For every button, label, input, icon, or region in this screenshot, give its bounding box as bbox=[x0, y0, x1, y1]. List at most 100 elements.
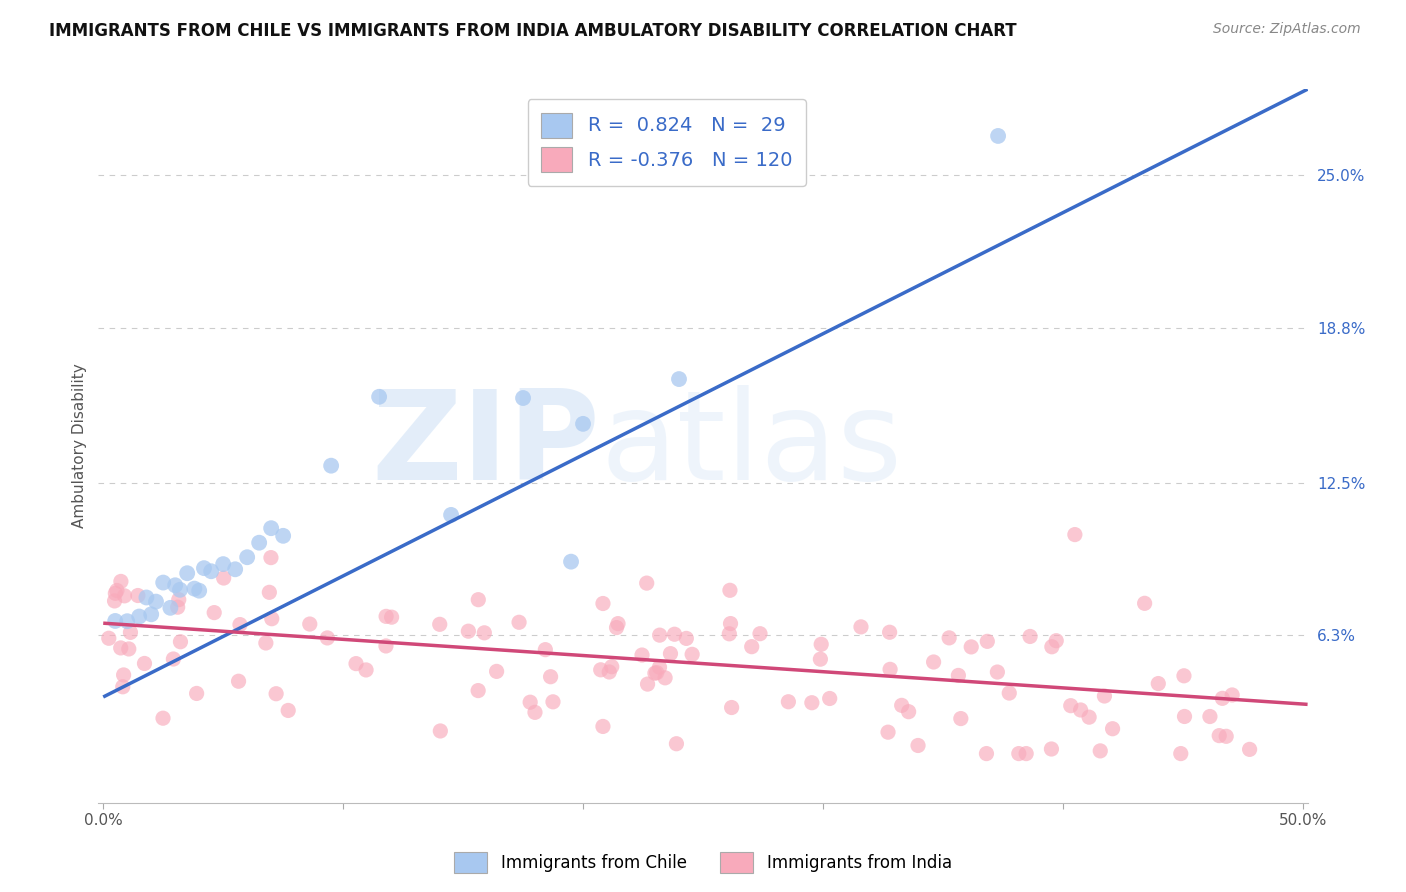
Point bbox=[167, 592, 190, 607]
Point bbox=[741, 640, 763, 654]
Point bbox=[1094, 689, 1116, 703]
Point bbox=[808, 652, 831, 666]
Point bbox=[298, 617, 321, 632]
Point bbox=[111, 680, 134, 694]
Point bbox=[976, 747, 998, 761]
Point bbox=[675, 632, 697, 646]
Point bbox=[429, 617, 451, 632]
Point bbox=[1040, 742, 1063, 756]
Point bbox=[381, 610, 404, 624]
Point bbox=[645, 665, 668, 680]
Legend: Immigrants from Chile, Immigrants from India: Immigrants from Chile, Immigrants from I… bbox=[447, 846, 959, 880]
Point bbox=[1215, 729, 1237, 743]
Point bbox=[589, 663, 612, 677]
Point bbox=[467, 592, 489, 607]
Point bbox=[110, 640, 132, 655]
Point bbox=[105, 583, 128, 598]
Point bbox=[523, 706, 546, 720]
Point bbox=[664, 627, 686, 641]
Point bbox=[659, 647, 682, 661]
Text: IMMIGRANTS FROM CHILE VS IMMIGRANTS FROM INDIA AMBULATORY DISABILITY CORRELATION: IMMIGRANTS FROM CHILE VS IMMIGRANTS FROM… bbox=[49, 22, 1017, 40]
Point bbox=[162, 652, 184, 666]
Point bbox=[749, 626, 772, 640]
Point bbox=[572, 417, 595, 431]
Point bbox=[264, 687, 287, 701]
Point bbox=[519, 695, 541, 709]
Point bbox=[849, 620, 872, 634]
Point bbox=[141, 607, 163, 622]
Point bbox=[1208, 729, 1230, 743]
Point bbox=[1173, 669, 1195, 683]
Point bbox=[976, 634, 998, 648]
Point bbox=[560, 555, 582, 569]
Point bbox=[135, 591, 157, 605]
Point bbox=[948, 668, 970, 682]
Point bbox=[644, 666, 666, 681]
Point bbox=[1173, 709, 1195, 723]
Point bbox=[1045, 633, 1067, 648]
Point bbox=[112, 668, 135, 682]
Point bbox=[200, 564, 222, 578]
Point bbox=[254, 636, 277, 650]
Point bbox=[321, 458, 343, 473]
Point bbox=[202, 606, 225, 620]
Point bbox=[260, 521, 283, 535]
Point bbox=[176, 566, 198, 581]
Point bbox=[681, 648, 703, 662]
Point bbox=[120, 625, 142, 640]
Text: ZIP: ZIP bbox=[371, 385, 600, 507]
Point bbox=[922, 655, 945, 669]
Point bbox=[344, 657, 367, 671]
Point bbox=[375, 639, 398, 653]
Point bbox=[224, 562, 246, 576]
Point bbox=[169, 634, 191, 648]
Point bbox=[485, 665, 508, 679]
Point bbox=[897, 705, 920, 719]
Point bbox=[665, 737, 688, 751]
Point bbox=[128, 609, 150, 624]
Point bbox=[159, 600, 181, 615]
Point bbox=[1170, 747, 1192, 761]
Point bbox=[260, 612, 283, 626]
Text: atlas: atlas bbox=[600, 385, 903, 507]
Point bbox=[637, 677, 659, 691]
Point bbox=[1211, 691, 1233, 706]
Point bbox=[375, 609, 398, 624]
Point bbox=[368, 390, 391, 404]
Point bbox=[879, 625, 901, 640]
Point bbox=[938, 631, 960, 645]
Point bbox=[592, 719, 614, 733]
Point bbox=[429, 723, 451, 738]
Point bbox=[145, 594, 167, 608]
Point bbox=[778, 695, 800, 709]
Point bbox=[212, 571, 235, 585]
Point bbox=[104, 614, 127, 628]
Point bbox=[457, 624, 479, 639]
Point bbox=[631, 648, 654, 662]
Point bbox=[1019, 630, 1042, 644]
Point bbox=[949, 712, 972, 726]
Point bbox=[1060, 698, 1083, 713]
Point bbox=[1239, 742, 1261, 756]
Point bbox=[118, 642, 141, 657]
Point bbox=[104, 586, 127, 600]
Point bbox=[541, 695, 564, 709]
Point bbox=[508, 615, 530, 630]
Point bbox=[818, 691, 841, 706]
Point bbox=[890, 698, 912, 713]
Point bbox=[165, 578, 187, 592]
Point bbox=[512, 391, 534, 405]
Point bbox=[1199, 709, 1222, 723]
Point bbox=[183, 582, 205, 596]
Point bbox=[720, 616, 742, 631]
Point bbox=[228, 674, 250, 689]
Point bbox=[648, 660, 671, 674]
Point bbox=[1070, 703, 1092, 717]
Point bbox=[600, 659, 623, 673]
Point bbox=[668, 372, 690, 386]
Point bbox=[800, 696, 823, 710]
Point bbox=[134, 657, 156, 671]
Point bbox=[114, 589, 136, 603]
Point bbox=[810, 637, 832, 651]
Text: Source: ZipAtlas.com: Source: ZipAtlas.com bbox=[1213, 22, 1361, 37]
